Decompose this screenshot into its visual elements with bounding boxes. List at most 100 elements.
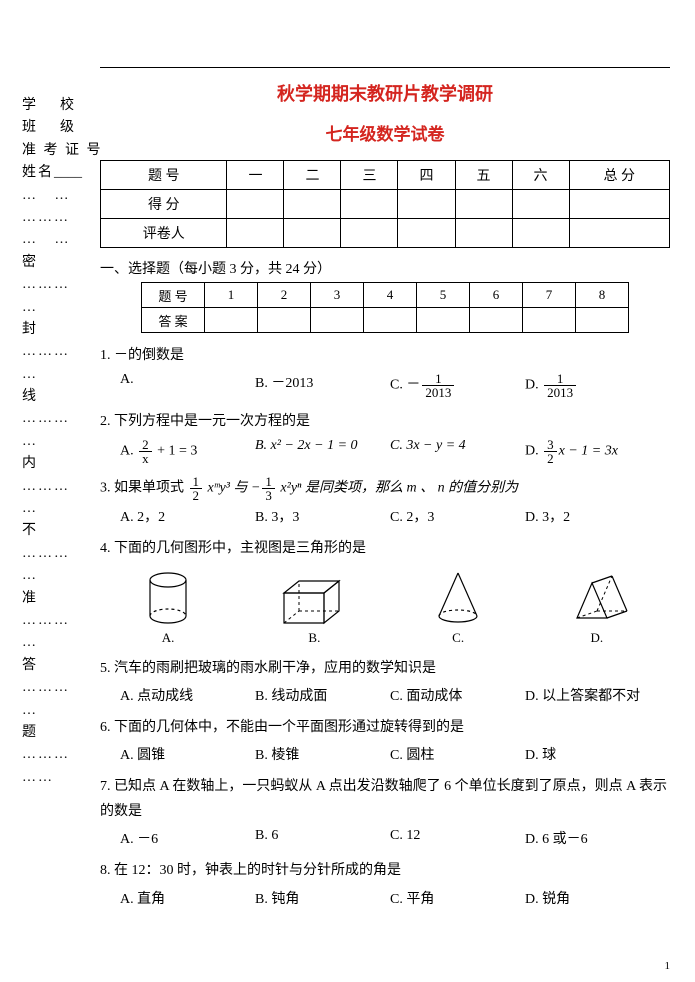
score-cell [398, 190, 455, 219]
ans-num: 2 [258, 283, 311, 308]
opt-c: C. 平角 [390, 888, 525, 908]
ans-num: 8 [576, 283, 629, 308]
dots: … [22, 364, 92, 386]
ans-num: 6 [470, 283, 523, 308]
q8-options: A. 直角 B. 钝角 C. 平角 D. 锐角 [120, 888, 660, 908]
opt-b: B. －2013 [255, 372, 390, 399]
answer-table: 题 号 1 2 3 4 5 6 7 8 答 案 [141, 282, 629, 333]
opt-d: D. 以上答案都不对 [525, 685, 660, 705]
ans-cell [258, 308, 311, 333]
dots: … [22, 700, 92, 722]
score-cell [341, 219, 398, 248]
score-cell [512, 190, 569, 219]
opt-c: C. 圆柱 [390, 744, 525, 764]
question-3: 3. 如果单项式 12 xᵐy³ 与 −13 x²yⁿ 是同类项，那么 m 、 … [100, 475, 670, 502]
ans-cell [470, 308, 523, 333]
score-col: 总 分 [569, 161, 669, 190]
score-cell [284, 219, 341, 248]
shape-label: B. [274, 630, 354, 646]
opt-a: A. 2，2 [120, 506, 255, 526]
score-head: 题 号 [101, 161, 227, 190]
dots: … [22, 498, 92, 520]
table-row: 评卷人 [101, 219, 670, 248]
exam-page: 学 校 班 级 准 考 证 号 姓名____ … … ……… … … 密 ………… [0, 0, 695, 982]
opt-b: B. 3，3 [255, 506, 390, 526]
score-col: 六 [512, 161, 569, 190]
ans-cell [523, 308, 576, 333]
score-col: 二 [284, 161, 341, 190]
question-1: 1. －的倒数是 [100, 343, 670, 368]
opt-a: A. 点动成线 [120, 685, 255, 705]
opt-c: C. －12013 [390, 372, 525, 399]
label-name: 姓名____ [22, 162, 92, 184]
opt-b: B. 线动成面 [255, 685, 390, 705]
opt-a: A. －6 [120, 828, 255, 848]
ans-head: 答 案 [142, 308, 205, 333]
score-cell [341, 190, 398, 219]
ans-cell [576, 308, 629, 333]
opt-d: D. 3，2 [525, 506, 660, 526]
score-cell [398, 219, 455, 248]
seal-char: 题 [22, 722, 92, 744]
ans-cell [364, 308, 417, 333]
dots: ……… [22, 543, 92, 565]
score-cell [512, 219, 569, 248]
opt-d: D. 球 [525, 744, 660, 764]
dots: ……… [22, 207, 92, 229]
table-row: 题 号 一 二 三 四 五 六 总 分 [101, 161, 670, 190]
ans-head: 题 号 [142, 283, 205, 308]
dots: ……… [22, 610, 92, 632]
dots: … [22, 297, 92, 319]
score-cell [227, 190, 284, 219]
seal-char: 密 [22, 252, 92, 274]
dots: … … [22, 185, 92, 207]
opt-a: A. 直角 [120, 888, 255, 908]
binding-column: 学 校 班 级 准 考 证 号 姓名____ … … ……… … … 密 ………… [22, 95, 92, 789]
section-heading: 一、选择题（每小题 3 分，共 24 分） [100, 258, 670, 278]
ans-num: 4 [364, 283, 417, 308]
opt-a: A. [120, 372, 255, 399]
dots: … … [22, 229, 92, 251]
score-table: 题 号 一 二 三 四 五 六 总 分 得 分 评卷人 [100, 160, 670, 248]
q7-options: A. －6 B. 6 C. 12 D. 6 或－6 [120, 828, 660, 848]
page-title-main: 秋学期期末教研片教学调研 [100, 80, 670, 106]
ans-num: 1 [205, 283, 258, 308]
opt-b: B. 钝角 [255, 888, 390, 908]
opt-d: D. 12013 [525, 372, 660, 399]
opt-d: D. 锐角 [525, 888, 660, 908]
ans-cell [417, 308, 470, 333]
label-class: 班 级 [22, 117, 92, 139]
shape-label: C. [431, 630, 486, 646]
table-row: 答 案 [142, 308, 629, 333]
seal-char: 答 [22, 655, 92, 677]
dots: ……… [22, 677, 92, 699]
page-title-sub: 七年级数学试卷 [100, 120, 670, 145]
opt-b: B. 棱锥 [255, 744, 390, 764]
q6-options: A. 圆锥 B. 棱锥 C. 圆柱 D. 球 [120, 744, 660, 764]
label-ticket: 准 考 证 号 [22, 140, 92, 162]
q1-options: A. B. －2013 C. －12013 D. 12013 [120, 372, 660, 399]
question-6: 6. 下面的几何体中，不能由一个平面图形通过旋转得到的是 [100, 715, 670, 740]
seal-char: 准 [22, 588, 92, 610]
opt-a: A. 2x + 1 = 3 [120, 438, 255, 465]
seal-char: 封 [22, 319, 92, 341]
score-cell [455, 190, 512, 219]
score-col: 三 [341, 161, 398, 190]
dots: … [22, 565, 92, 587]
score-col: 一 [227, 161, 284, 190]
score-cell [227, 219, 284, 248]
question-7: 7. 已知点 A 在数轴上，一只蚂蚁从 A 点出发沿数轴爬了 6 个单位长度到了… [100, 774, 670, 824]
q4-shapes: A. B. [100, 568, 670, 646]
shape-cone: C. [431, 568, 486, 646]
question-2: 2. 下列方程中是一元一次方程的是 [100, 409, 670, 434]
dots: …… [22, 767, 92, 789]
score-col: 五 [455, 161, 512, 190]
seal-char: 线 [22, 386, 92, 408]
content-area: 题 号 一 二 三 四 五 六 总 分 得 分 评卷人 一、选择题（每小题 3 … [100, 160, 670, 908]
question-5: 5. 汽车的雨刷把玻璃的雨水刷干净，应用的数学知识是 [100, 656, 670, 681]
opt-c: C. 12 [390, 828, 525, 848]
table-row: 题 号 1 2 3 4 5 6 7 8 [142, 283, 629, 308]
seal-char: 不 [22, 520, 92, 542]
dots: ……… [22, 274, 92, 296]
score-cell [284, 190, 341, 219]
